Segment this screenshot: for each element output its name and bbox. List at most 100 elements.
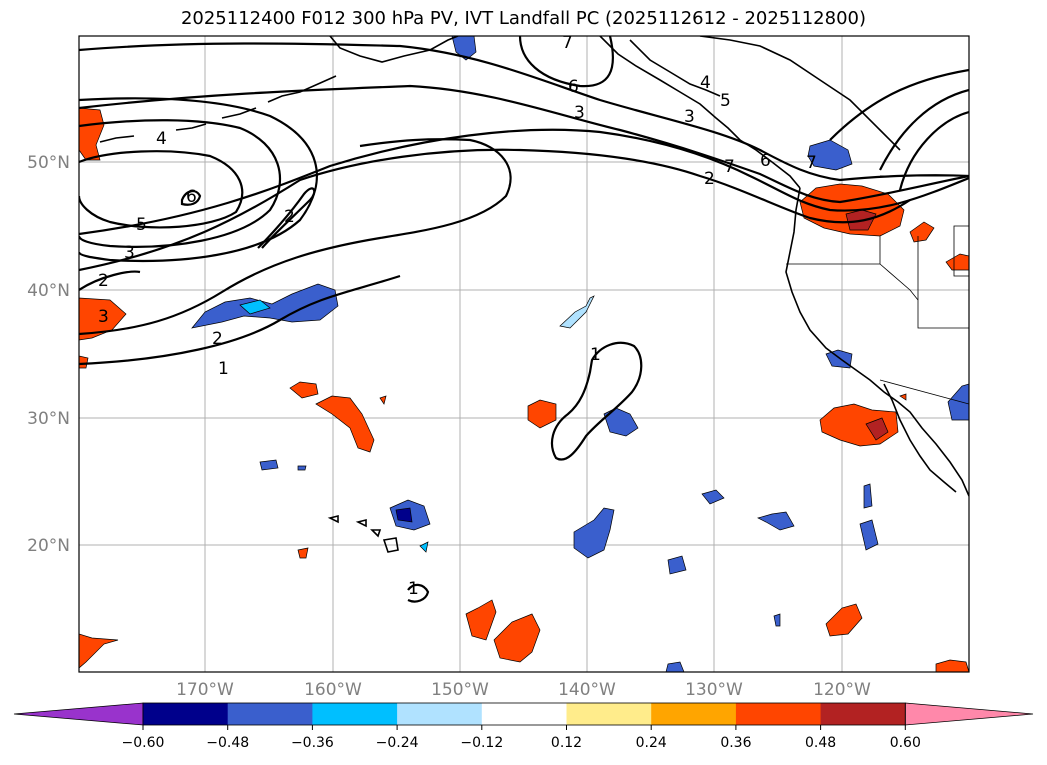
clabel-2c: 2 [284,207,295,227]
fill-neg-bottom [665,661,685,672]
fill-neg-32n-east [947,383,969,421]
coast-panhandle-islands [629,39,721,97]
fill-neg-24n [701,489,725,505]
fill-neg-14n [773,613,781,627]
fill-neg-22n-core [395,507,413,523]
colorbar-segment [143,703,229,725]
clabel-2b: 2 [98,271,109,291]
lon-labels: 170°W 160°W 150°W 140°W 130°W 120°W [176,680,871,700]
colorbar-tick-label: −0.12 [460,735,503,751]
fill-pos-small-c [379,395,387,405]
coast-hawaii-a [355,518,367,528]
lon-label-170w: 170°W [176,680,234,700]
fill-pos-socal-core [865,417,889,441]
colorbar-tick-label: −0.24 [376,735,419,751]
colorbar-segment [397,703,483,725]
clabel-4a: 4 [156,129,167,149]
chart-title: 2025112400 F012 300 hPa PV, IVT Landfall… [180,8,867,29]
clabel-7c: 7 [806,153,817,173]
fill-pos-32n-a [289,381,319,399]
colorbar-segment [820,703,906,725]
fill-neg-26n-b [297,465,307,471]
lon-label-150w: 150°W [431,680,489,700]
clabel-5a: 5 [136,215,147,235]
colorbar-frame [142,702,906,726]
fill-pos-left-top [79,107,105,161]
contour-1-subtropic [550,341,643,461]
contour-jet-1 [79,42,969,182]
fill-neg-24n-b [863,483,873,509]
clabel-4b: 4 [700,73,711,93]
coast-baja [883,383,957,493]
coast-panhandle [599,36,801,189]
contour-jet-4 [79,148,911,272]
border-us-mexico [879,379,969,405]
border-wyoming [953,225,969,277]
fill-neg-22n-g [757,511,795,531]
contour-2-mid [257,187,316,249]
clabel-7a: 7 [562,33,573,53]
clabel-5b: 5 [720,91,731,111]
coast-alaska-peninsula [329,36,459,63]
plot-frame [78,35,970,673]
pv-contours [79,36,969,603]
clabel-2d: 2 [704,169,715,189]
contour-1-south [407,583,430,603]
contour-jet-3 [79,128,969,236]
clabel-3c: 3 [574,103,585,123]
coast-hawaii-b [370,529,382,538]
colorbar-extend-max [904,702,1034,726]
contour-lobe-3 [79,97,318,263]
coast-us-west [785,187,969,497]
clabel-7b: 7 [724,157,735,177]
colorbar-tick-label: −0.60 [122,735,165,751]
colorbar: −0.60 −0.48 −0.36 −0.24 −0.12 0.12 0.24 0.36 0.4… [13,702,1034,751]
colorbar-tick-label: −0.36 [291,735,334,751]
fill-pos-13n-c [825,603,863,637]
lat-label-20n: 20°N [27,536,70,556]
clabel-6b: 6 [568,77,579,97]
contour-upper-right-3 [898,110,969,191]
fill-pos-left-small [79,355,89,369]
fill-pos-19n [297,547,309,559]
coast-bc-inland [699,36,901,151]
colorbar-extend-min [13,702,144,726]
fill-pos-small-baja [899,393,907,401]
clabel-3d: 3 [684,107,695,127]
coastlines [99,36,969,553]
fill-neg-20n-small [419,541,429,553]
contour-lobe-5 [79,150,244,229]
fill-neg-26n [259,459,279,471]
fill-neg-alaska-top [451,36,477,61]
lon-label-140w: 140°W [558,680,616,700]
fill-pos-idaho [909,221,935,243]
colorbar-tick-label: −0.48 [206,735,249,751]
clabel-3a: 3 [98,307,109,327]
contour-jet-2 [79,84,969,204]
colorbar-tick-label: 0.36 [720,735,751,751]
border-nevada-utah [917,236,969,329]
plot-area [79,36,969,672]
lon-label-160w: 160°W [304,680,362,700]
colorbar-segment [651,703,737,725]
contour-1 [79,274,401,366]
fill-pos-wyoming [945,253,969,271]
fill-neg-39n-light [239,299,271,315]
colorbar-tick-label: 0.48 [805,735,836,751]
lon-label-130w: 130°W [685,680,743,700]
contour-lobe-4 [79,119,282,248]
coast-aleutians-c [99,135,135,143]
fill-pos-30n-b [315,395,375,453]
contour-loop-6 [518,36,614,88]
colorbar-tick-label: 0.24 [636,735,667,751]
pv-contour-labels: 1 1 1 2 2 2 3 3 3 4 5 6 6 7 7 2 3 4 5 6 … [98,33,817,599]
fill-pos-13n-b [493,613,541,663]
contour-upper-right-2 [879,88,969,171]
colorbar-tick-label: 0.60 [890,735,921,751]
coast-hawaii-c [382,537,399,553]
contour-2-left [79,270,141,291]
colorbar-tick-label: 0.12 [551,735,582,751]
colorbar-segment [481,703,567,725]
lat-label-40n: 40°N [27,281,70,301]
